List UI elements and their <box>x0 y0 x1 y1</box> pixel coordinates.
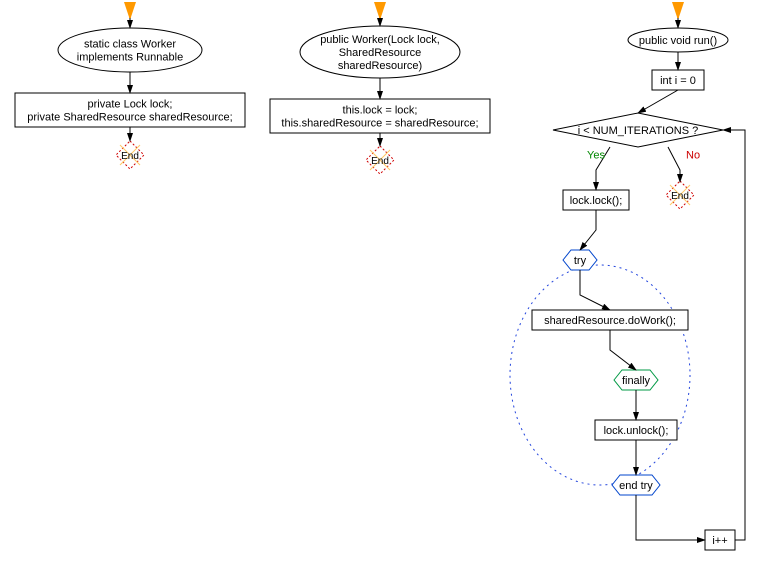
svg-text:End: End <box>371 156 389 167</box>
svg-text:this.lock = lock;: this.lock = lock; <box>343 105 418 117</box>
svg-text:lock.unlock();: lock.unlock(); <box>604 425 669 437</box>
edge-label: No <box>686 150 700 162</box>
svg-text:int i = 0: int i = 0 <box>660 75 696 87</box>
flow-edge <box>636 495 705 540</box>
svg-text:static class Worker: static class Worker <box>84 39 176 51</box>
svg-text:i < NUM_ITERATIONS ?: i < NUM_ITERATIONS ? <box>578 125 699 137</box>
svg-text:public Worker(Lock lock,: public Worker(Lock lock, <box>320 34 440 46</box>
edge-label: Yes <box>587 150 605 162</box>
svg-text:implements Runnable: implements Runnable <box>77 52 183 64</box>
svg-text:i++: i++ <box>712 535 727 547</box>
svg-text:finally: finally <box>622 375 651 387</box>
flow-node: End <box>366 146 394 174</box>
svg-text:end try: end try <box>619 480 653 492</box>
svg-text:this.sharedResource = sharedRe: this.sharedResource = sharedResource; <box>281 118 478 130</box>
svg-text:End: End <box>671 191 689 202</box>
svg-text:End: End <box>121 151 139 162</box>
flow-edge <box>610 330 636 370</box>
svg-text:sharedResource): sharedResource) <box>338 60 422 72</box>
svg-text:try: try <box>574 255 587 267</box>
flow-node: End <box>116 141 144 169</box>
svg-text:public void run(): public void run() <box>639 35 717 47</box>
svg-text:SharedResource: SharedResource <box>339 47 422 59</box>
flow-edge <box>723 130 745 540</box>
svg-text:private Lock lock;: private Lock lock; <box>88 99 173 111</box>
svg-text:lock.lock();: lock.lock(); <box>570 195 623 207</box>
flow-edge <box>580 210 596 250</box>
try-region <box>510 265 690 485</box>
svg-text:sharedResource.doWork();: sharedResource.doWork(); <box>544 315 676 327</box>
flow-edge <box>638 90 678 113</box>
flow-node: End <box>666 181 694 209</box>
flow-edge <box>668 147 680 182</box>
svg-text:private SharedResource sharedR: private SharedResource sharedResource; <box>27 112 232 124</box>
flow-edge <box>580 270 610 310</box>
